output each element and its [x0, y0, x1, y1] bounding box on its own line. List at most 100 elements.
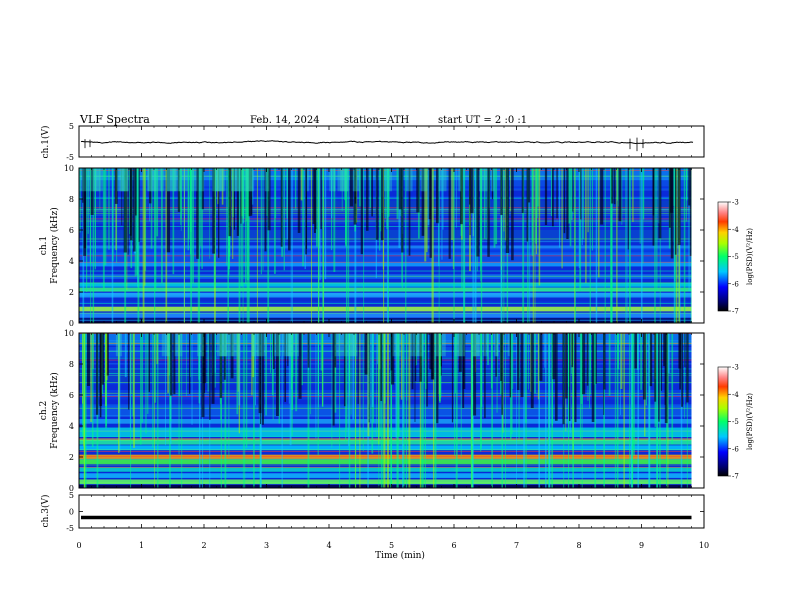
ch1-spectrogram-dark-gap: [469, 168, 471, 236]
ch1-spectrogram-dark-gap: [526, 168, 529, 242]
ch2-spectrogram-dark-gap: [569, 333, 571, 422]
ch1-spectrogram-sferic: [86, 168, 88, 292]
ch1-spectrogram-sferic: [333, 168, 336, 272]
ch1-spectrogram-dark-gap: [674, 168, 677, 255]
ch1-spectrogram-sferic: [246, 168, 248, 221]
ch2-spectrogram-sferic: [623, 333, 625, 488]
ch1-spectrogram-top-patch: [167, 168, 176, 192]
ch2-spectrogram-sferic: [339, 333, 341, 488]
ch1-spectrogram-dark-gap: [212, 168, 216, 254]
ch1-spectrogram-dark-gap: [435, 168, 439, 224]
ch2-spectrogram-dark-gap: [258, 333, 262, 414]
ch1-spectrogram-sferic: [534, 168, 536, 323]
ch2-spectrogram-sferic: [405, 333, 408, 488]
ch2-spectrogram-sferic: [527, 333, 529, 390]
ch1-spectrogram-dark-gap: [556, 168, 558, 219]
ch1-spectrogram-dark-gap: [544, 168, 548, 226]
ch1-spectrogram-sferic: [87, 168, 89, 234]
ch1-spectrogram-sferic: [522, 168, 525, 323]
ch1-spectrogram-sferic: [144, 168, 146, 286]
ch2-spectrogram-sferic: [242, 333, 244, 488]
ch1-spectrogram-sferic: [582, 168, 584, 239]
ch1-spectrogram-dark-gap: [365, 168, 369, 231]
ch2-spectrogram-sferic: [295, 333, 298, 412]
ch2-spectrogram-top-patch: [251, 333, 255, 357]
colorbar-ch1-tick-label: -7: [732, 308, 739, 316]
ch2-spectrogram-sferic: [168, 333, 171, 376]
ch1-spectrogram-sferic: [359, 168, 362, 207]
ch1-spectrogram-sferic: [315, 168, 318, 247]
ch1-spectrogram-sferic: [290, 168, 292, 323]
ch2-spectrogram-sferic: [422, 333, 424, 488]
ch2-spectrogram-sferic: [84, 333, 87, 488]
ch2-spectrogram-sferic: [320, 333, 323, 371]
ch2-spectrogram-sferic: [254, 333, 257, 406]
x-tick-label: 3: [264, 541, 269, 550]
ch2-spectrogram-sferic: [415, 333, 418, 366]
ch1-spectrogram-sferic: [324, 168, 327, 280]
ch1-spectrogram-dark-gap: [408, 168, 411, 256]
ch1-spectrogram-dark-gap: [313, 168, 316, 234]
ch1-spectrogram-tone-line: [79, 275, 692, 277]
figure-title: VLF Spectra: [79, 113, 150, 126]
ch1-spectrogram-sferic: [625, 168, 627, 323]
ch1-spectrogram-dark-gap: [312, 168, 315, 224]
ch2-spectrogram-sferic: [490, 333, 493, 389]
ch2-spectrogram-sferic: [348, 333, 350, 447]
ch2-spectrogram-top-patch: [494, 333, 499, 357]
ch1-spectrogram-sferic: [441, 168, 443, 260]
ch2-spectrogram-sferic: [633, 333, 635, 456]
ch1-spectrogram-sferic: [232, 168, 234, 259]
ch1-spectrogram-sferic: [154, 168, 157, 292]
ch1-spectrogram-panel: 0 2 4 6 8 10 ch.1 Frequency (kHz): [39, 164, 705, 328]
ch1-spectrogram-tone-line: [79, 303, 692, 305]
ch2-spectrogram-sferic: [630, 333, 633, 488]
x-tick-label: 6: [451, 541, 456, 550]
ch2-spectrogram-dark-gap: [658, 333, 660, 422]
ch2-spectrogram-sferic: [645, 333, 648, 406]
ch1-spectrogram-top-patch: [215, 168, 224, 192]
ch2-spectrogram-sferic: [301, 333, 303, 386]
ch2-spectrogram-sferic: [185, 333, 187, 397]
ch1-spectrogram-band: [79, 251, 692, 261]
start-time-label: start UT = 2 :0 :1: [438, 115, 527, 126]
ch1-spectrogram-top-patch: [306, 168, 309, 192]
ch2-spectrogram-sferic: [265, 333, 267, 416]
ch2-spectrogram-dark-gap: [603, 333, 606, 390]
ch2-spectrogram-top-patch: [274, 333, 282, 357]
ch1-spectrogram-sferic: [598, 168, 600, 278]
ch1-spectrogram-dark-gap: [505, 168, 510, 253]
ch2-spectrogram-sferic: [648, 333, 651, 488]
x-tick-label: 8: [576, 541, 581, 550]
ch1-spectrogram-dark-gap: [82, 168, 84, 203]
ch2-spectrogram-dark-gap: [307, 333, 310, 368]
ch1-spectrogram-sferic: [92, 168, 95, 323]
ch2-spectrogram-dark-gap: [660, 333, 662, 391]
ch2-spectrogram-top-patch: [251, 333, 256, 357]
ch2-spectrogram-dark-gap: [554, 333, 558, 421]
ch1-spectrogram-dark-gap: [320, 168, 322, 230]
ch1-spectrogram-sferic: [396, 168, 399, 220]
ch1-spectrogram-tone-line: [79, 252, 692, 254]
ch1-y-tick-label: -5: [66, 153, 74, 162]
ch1-spectrogram-sferic: [379, 168, 381, 251]
ch2-spectrogram-sferic: [270, 333, 272, 373]
ch2-spectrogram-sferic: [253, 333, 255, 488]
ch2-spectrogram-sferic: [525, 333, 527, 423]
ch1-spectrogram-band: [79, 261, 692, 267]
ch2-spectrogram-dark-gap: [462, 333, 465, 408]
ch1-spectrogram-top-patch: [491, 168, 495, 192]
ch1-spectrogram-top-patch: [245, 168, 255, 192]
ch2-spectrogram-sferic: [289, 333, 292, 446]
ch1-spectrogram-dark-gap: [566, 168, 569, 240]
ch3-y-axis-label: ch.3(V): [40, 495, 51, 528]
ch2-spectrogram-dark-gap: [368, 333, 370, 423]
x-tick-label: 7: [514, 541, 519, 550]
ch2-spectrogram-sferic: [594, 333, 597, 488]
ch1-spectrogram-tone-line: [79, 282, 692, 284]
ch1-spectrogram-sferic: [384, 168, 386, 219]
ch2-spectrogram-dark-gap: [484, 333, 486, 419]
ch2-spectrogram-sferic: [82, 333, 84, 437]
ch2-spectrogram-dark-gap: [520, 333, 524, 398]
ch2-spectrogram-sferic: [345, 333, 347, 443]
